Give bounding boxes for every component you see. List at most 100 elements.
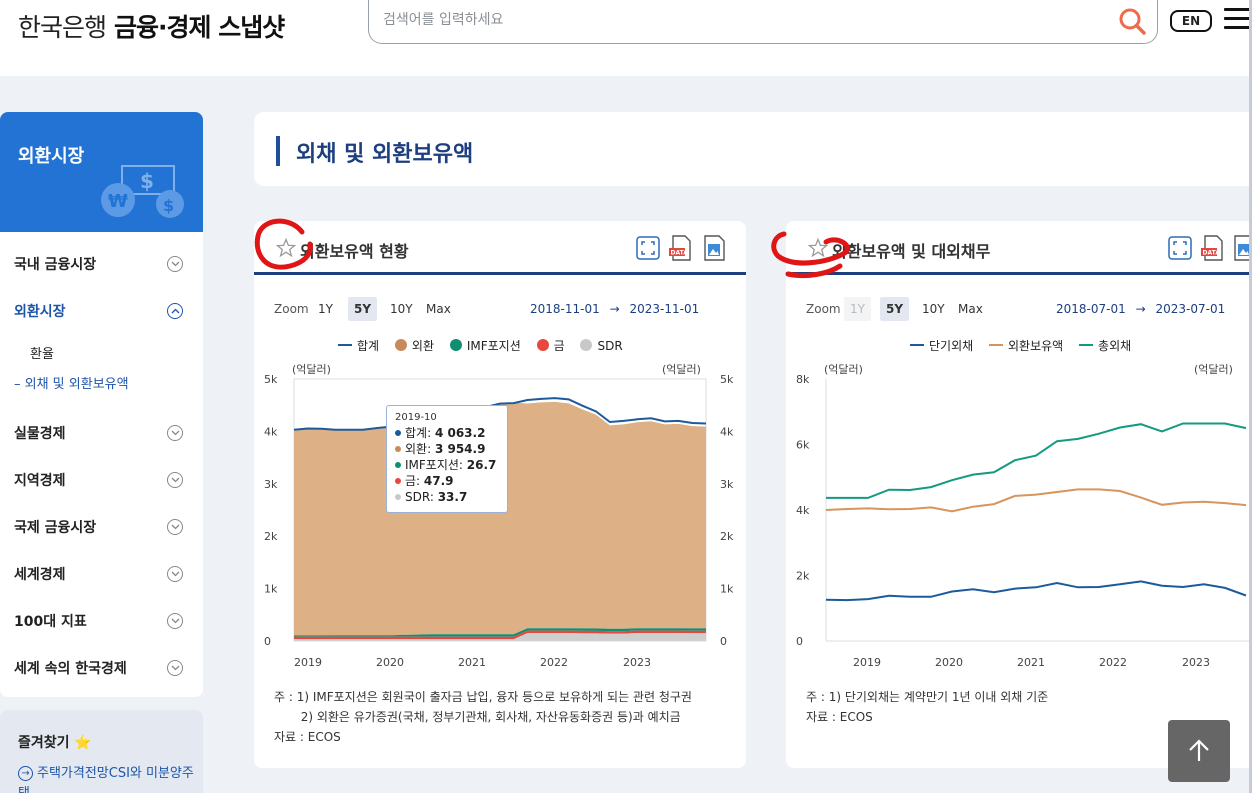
date-range: 2018-07-01 → 2023-07-01 <box>1056 302 1225 316</box>
sidebar-hero-title: 외환시장 <box>18 146 85 167</box>
tooltip-row: 합계: 4 063.2 <box>395 425 499 441</box>
sidebar-item-top100-indicators[interactable]: 100대 지표 <box>14 609 189 633</box>
date-range: 2018-11-01 → 2023-11-01 <box>530 302 699 316</box>
sidebar-subitem-external-debt[interactable]: – 외채 및 외환보유액 <box>14 377 129 392</box>
svg-text:$: $ <box>163 196 174 215</box>
zoom-1y-button[interactable]: 1Y <box>312 297 339 321</box>
range-from[interactable]: 2018-07-01 <box>1056 302 1126 316</box>
legend-item-total[interactable]: 합계 <box>338 337 379 354</box>
legend-item-imf[interactable]: IMF포지션 <box>449 337 521 354</box>
sidebar-item-label: 지역경제 <box>14 473 66 489</box>
y-tick-label-left: 8k <box>796 373 810 386</box>
data-download-icon[interactable]: DATA <box>668 235 692 261</box>
sidebar-item-label: 세계경제 <box>14 567 66 583</box>
y-tick-label-left: 2k <box>796 570 810 583</box>
sidebar-item-label: 세계 속의 한국경제 <box>14 661 127 677</box>
chart-card-reserves-external-debt: 외환보유액 및 대외채무 DATA Zoom 1Y 5Y 10Y Max 201… <box>786 221 1252 768</box>
range-from[interactable]: 2018-11-01 <box>530 302 600 316</box>
data-download-icon[interactable]: DATA <box>1200 235 1224 261</box>
chevron-down-icon <box>167 613 183 629</box>
page-title-card: 외채 및 외환보유액 <box>254 112 1252 186</box>
x-tick-label: 2020 <box>935 656 963 669</box>
x-tick-label: 2019 <box>294 656 322 669</box>
scroll-to-top-button[interactable] <box>1168 720 1230 782</box>
chart-card-fx-reserves: 외환보유액 현황 DATA Zoom 1Y 5Y 10Y Max 2018-11… <box>254 221 746 768</box>
tooltip-row: SDR: 33.7 <box>395 489 499 505</box>
fullscreen-icon[interactable] <box>1168 235 1192 261</box>
x-tick-label: 2021 <box>458 656 486 669</box>
range-arrow: → <box>1135 302 1146 316</box>
sidebar-item-label: 국내 금융시장 <box>14 257 97 273</box>
chevron-down-icon <box>167 519 183 535</box>
x-tick-label: 2023 <box>623 656 651 669</box>
image-download-icon[interactable] <box>702 235 726 261</box>
legend-item-gold[interactable]: 금 <box>536 337 565 354</box>
site-logo[interactable]: 한국은행 금융·경제 스냅샷 <box>18 8 285 44</box>
sidebar-item-label: 실물경제 <box>14 426 66 442</box>
legend-item-reserves[interactable]: 외환보유액 <box>989 337 1063 354</box>
sidebar-subitem-exchange-rate[interactable]: 환율 <box>30 347 54 362</box>
y-tick-label-right: 2k <box>720 530 734 543</box>
sidebar-item-korea-in-world[interactable]: 세계 속의 한국경제 <box>14 656 189 680</box>
y-tick-label-left: 0 <box>796 635 803 648</box>
sidebar-item-regional-economy[interactable]: 지역경제 <box>14 468 189 492</box>
star-favorite-icon[interactable] <box>808 238 828 258</box>
zoom-max-button[interactable]: Max <box>952 297 989 321</box>
zoom-10y-button[interactable]: 10Y <box>384 297 419 321</box>
language-button[interactable]: EN <box>1170 10 1212 32</box>
legend-item-short-term-debt[interactable]: 단기외채 <box>910 337 973 354</box>
reserves-debt-line-chart[interactable]: 0 2k 4k 6k 8k (억달러) (억달러) 2019 2020 2021 2022 2023 <box>786 361 1252 681</box>
image-download-icon[interactable] <box>1232 235 1252 261</box>
zoom-10y-button[interactable]: 10Y <box>916 297 951 321</box>
sidebar-item-fx-market[interactable]: 외환시장 <box>14 299 189 323</box>
sidebar-item-intl-financial[interactable]: 국제 금융시장 <box>14 515 189 539</box>
range-to[interactable]: 2023-11-01 <box>629 302 700 316</box>
y-tick-label-left: 4k <box>796 504 810 517</box>
legend-item-fx[interactable]: 외환 <box>394 337 434 354</box>
range-to[interactable]: 2023-07-01 <box>1155 302 1226 316</box>
unit-label-right: (억달러) <box>1194 363 1233 376</box>
sidebar-item-domestic-financial[interactable]: 국내 금융시장 <box>14 252 189 276</box>
svg-text:₩: ₩ <box>108 191 128 212</box>
hamburger-menu-icon[interactable] <box>1224 8 1252 34</box>
star-favorite-icon[interactable] <box>276 238 296 258</box>
scrollbar[interactable] <box>1249 0 1252 793</box>
range-arrow: → <box>609 302 620 316</box>
tooltip-row: 금: 47.9 <box>395 473 499 489</box>
sidebar-item-label: 100대 지표 <box>14 614 87 630</box>
y-tick-label-left: 2k <box>264 530 278 543</box>
y-tick-label-left: 5k <box>264 373 278 386</box>
sidebar-item-label: 외환시장 <box>14 304 66 320</box>
legend-item-sdr[interactable]: SDR <box>580 339 623 353</box>
arrow-up-icon <box>1189 739 1209 761</box>
zoom-max-button[interactable]: Max <box>420 297 457 321</box>
search-bar <box>368 0 1158 44</box>
sidebar-item-real-economy[interactable]: 실물경제 <box>14 421 189 445</box>
y-tick-label-right: 3k <box>720 478 734 491</box>
page-title: 외채 및 외환보유액 <box>296 142 474 167</box>
zoom-label: Zoom <box>806 302 841 316</box>
legend-item-total-debt[interactable]: 총외채 <box>1079 337 1131 354</box>
y-tick-label-left: 1k <box>264 583 278 596</box>
fullscreen-icon[interactable] <box>636 235 660 261</box>
x-tick-label: 2022 <box>1099 656 1127 669</box>
sidebar-hero: 외환시장 $ ₩ $ <box>0 112 203 232</box>
sidebar-item-world-economy[interactable]: 세계경제 <box>14 562 189 586</box>
favorites-panel: 즐겨찾기 ⭐ →주택가격전망CSI와 미분양주택 <box>0 710 203 793</box>
chart-note: 주 : 1) IMF포지션은 회원국이 출자금 납입, 융자 등으로 보유하게 … <box>274 690 692 744</box>
search-input[interactable] <box>383 8 1083 32</box>
favorites-link[interactable]: →주택가격전망CSI와 미분양주택 <box>18 764 198 793</box>
unit-label-left: (억달러) <box>292 363 331 376</box>
chart-title: 외환보유액 현황 <box>300 242 409 261</box>
x-tick-label: 2023 <box>1182 656 1210 669</box>
series-line-total-debt <box>826 422 1247 499</box>
zoom-1y-button[interactable]: 1Y <box>844 297 871 321</box>
series-line-total <box>293 397 707 431</box>
chart-legend: 합계 외환 IMF포지션 금 SDR <box>338 337 635 354</box>
search-icon[interactable] <box>1117 6 1147 36</box>
zoom-5y-button[interactable]: 5Y <box>348 297 378 321</box>
svg-text:DATA: DATA <box>671 250 689 257</box>
zoom-5y-button[interactable]: 5Y <box>880 297 910 321</box>
currency-exchange-icon: $ ₩ $ <box>101 165 184 218</box>
